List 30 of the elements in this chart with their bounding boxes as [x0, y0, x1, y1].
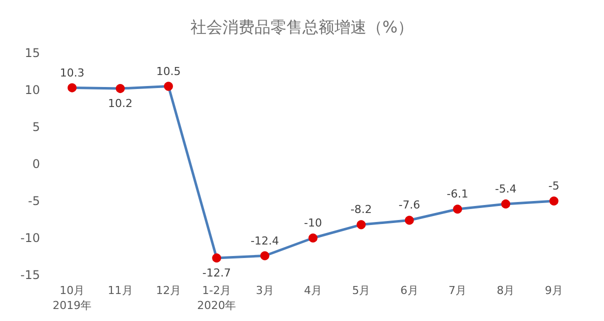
data-label: -10: [304, 216, 322, 230]
x-tick-label: 12月: [156, 284, 181, 297]
data-label: 10.3: [60, 66, 84, 80]
data-label: -12.7: [202, 266, 231, 280]
x-tick-label: 5月: [352, 284, 370, 297]
data-label: -6.1: [446, 188, 468, 201]
x-tick-label: 8月: [496, 284, 515, 297]
y-tick-label: 5: [32, 120, 40, 134]
data-label: -5.4: [494, 182, 516, 196]
x-tick-label: 4月: [304, 284, 322, 297]
y-tick-label: 0: [32, 157, 40, 171]
x-tick-label: 1-2月 2020年: [197, 284, 236, 312]
y-tick-label: -10: [20, 231, 40, 245]
y-tick-label: 10: [24, 83, 40, 97]
x-tick-label: 7月: [448, 284, 467, 297]
chart-title: 社会消费品零售总额增速（%）: [190, 18, 414, 36]
y-tick-label: -15: [20, 268, 40, 282]
data-label: -8.2: [350, 203, 372, 216]
x-tick-label: 9月: [544, 284, 563, 297]
data-label: -5: [548, 180, 560, 192]
y-tick-label: 15: [24, 46, 40, 60]
data-label: -12.4: [250, 234, 280, 248]
x-tick-label: 11月: [108, 284, 133, 297]
x-tick-label: 10月 2019年: [52, 284, 92, 312]
data-label: -7.6: [398, 198, 420, 212]
x-tick-label: 6月: [400, 284, 418, 297]
x-tick-label: 3月: [256, 284, 274, 297]
y-tick-label: -5: [28, 194, 40, 208]
data-label: 10.2: [108, 97, 133, 110]
data-label: 10.5: [156, 64, 181, 78]
